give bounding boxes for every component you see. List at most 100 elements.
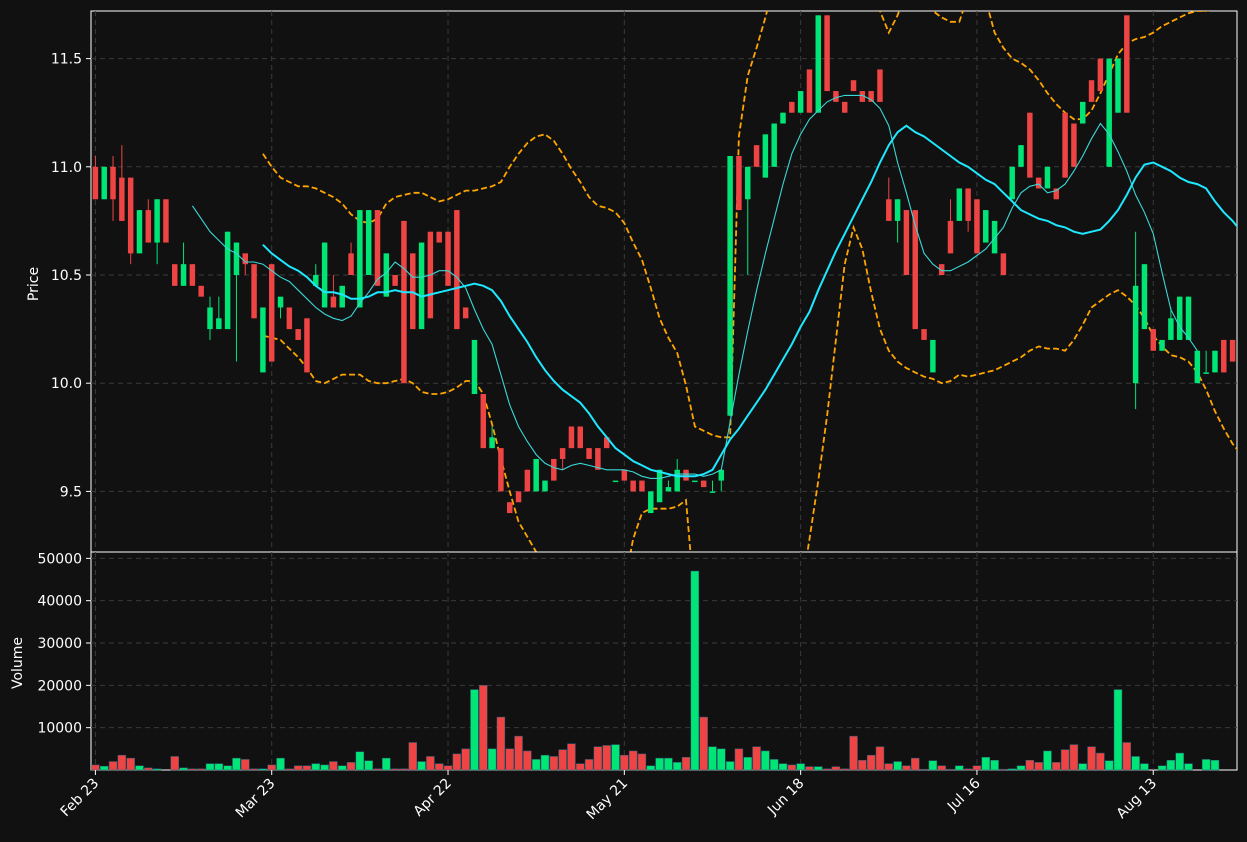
candle-body (1027, 112, 1033, 178)
volume-bar (593, 746, 603, 771)
candle-body (357, 210, 363, 308)
candle-body (233, 242, 240, 276)
fast-ma-line (191, 94, 1198, 479)
candle-body (489, 437, 495, 449)
volume-bar (963, 768, 973, 771)
candle-body (639, 480, 645, 492)
volume-bar (602, 745, 611, 771)
volume-bar (743, 757, 752, 771)
candle-body (1124, 15, 1130, 113)
candle-body (771, 123, 777, 167)
candle-body (330, 296, 337, 308)
candle-body (674, 469, 680, 492)
volume-bar (241, 759, 250, 771)
candle-body (665, 487, 672, 492)
volume-bar (1131, 756, 1140, 771)
candle-body (806, 69, 813, 113)
volume-bar (205, 763, 215, 771)
volume-bar (725, 761, 735, 771)
date-x-ticks: Feb 23 Mar 23 Apr 22 May 21 Jun 18 Jul 16 Aug … (58, 770, 1160, 823)
volume-bar (769, 759, 779, 771)
volume-bar (188, 768, 197, 771)
price-axis-label: Price (26, 267, 42, 301)
volume-bar (778, 763, 788, 771)
candle-body (991, 220, 998, 254)
candle-body (736, 155, 742, 211)
volume-bar (1201, 759, 1211, 771)
candle-body (1071, 123, 1077, 167)
volume-bar (531, 759, 541, 771)
volume-plot-area (90, 551, 1238, 771)
candle-body (1088, 80, 1095, 102)
volume-bar (822, 768, 832, 771)
candle-body (145, 210, 152, 243)
volume-bar (1060, 749, 1070, 771)
volume-bar (399, 768, 409, 771)
volume-bar (302, 765, 312, 771)
volume-bar (664, 757, 673, 771)
candle-body (101, 166, 107, 200)
volume-bar (523, 750, 532, 771)
candle-body (894, 199, 901, 221)
candle-body (1176, 296, 1183, 340)
date-tick-label: May 21 (584, 776, 632, 824)
date-tick-label: Jul 16 (944, 775, 984, 815)
candle-body (780, 112, 786, 124)
candle-body (172, 264, 178, 286)
candle-body (277, 296, 284, 308)
candle-body (339, 285, 345, 308)
candle-body (1115, 58, 1121, 113)
price-tick-label: 11.5 (51, 52, 82, 68)
candle-body (410, 253, 416, 330)
candle-body (242, 253, 249, 265)
candle-body (454, 210, 460, 330)
candle-body (1000, 253, 1007, 276)
candlestick-series (92, 15, 1236, 514)
volume-bar (320, 764, 329, 771)
candle-body (683, 469, 689, 481)
volume-bar (1175, 752, 1184, 771)
volume-bar (699, 716, 708, 771)
volume-bar (611, 744, 620, 771)
candle-body (789, 101, 795, 113)
volume-bar (108, 761, 118, 771)
volume-bar (796, 763, 805, 771)
volume-tick-label: 50000 (37, 551, 82, 567)
volume-bar (434, 763, 444, 771)
candle-body (313, 275, 319, 286)
date-tick-label: Feb 23 (58, 776, 103, 821)
candle-body (753, 145, 760, 167)
volume-bar (928, 760, 938, 771)
candle-body (797, 91, 804, 113)
volume-bar (496, 716, 506, 771)
candle-body (1203, 372, 1209, 374)
volume-bar (470, 689, 479, 771)
volume-bar (955, 765, 964, 771)
volume-tick-label: 20000 (37, 678, 82, 694)
candle-body (1194, 350, 1201, 384)
candle-body (286, 307, 293, 330)
candle-body (692, 480, 698, 483)
volume-bar (681, 757, 691, 771)
volume-bar (558, 749, 567, 771)
volume-bar (690, 570, 700, 771)
volume-bar (646, 765, 655, 771)
volume-bar (285, 768, 294, 771)
candle-body (859, 91, 866, 102)
volume-bar (1210, 760, 1220, 771)
volume-bar (540, 754, 550, 771)
candle-body (595, 448, 601, 470)
volume-bar (893, 761, 902, 771)
volume-bar (805, 766, 814, 771)
candle-body (127, 177, 134, 254)
candle-body (119, 177, 125, 221)
candle-body (815, 15, 822, 113)
candle-body (383, 253, 390, 297)
candle-body (1150, 329, 1156, 351)
volume-bar (505, 748, 514, 771)
candle-body (603, 437, 610, 449)
volume-bar (734, 748, 744, 771)
candle-body (321, 242, 328, 308)
candle-body (251, 264, 257, 319)
volume-bar (875, 746, 885, 771)
